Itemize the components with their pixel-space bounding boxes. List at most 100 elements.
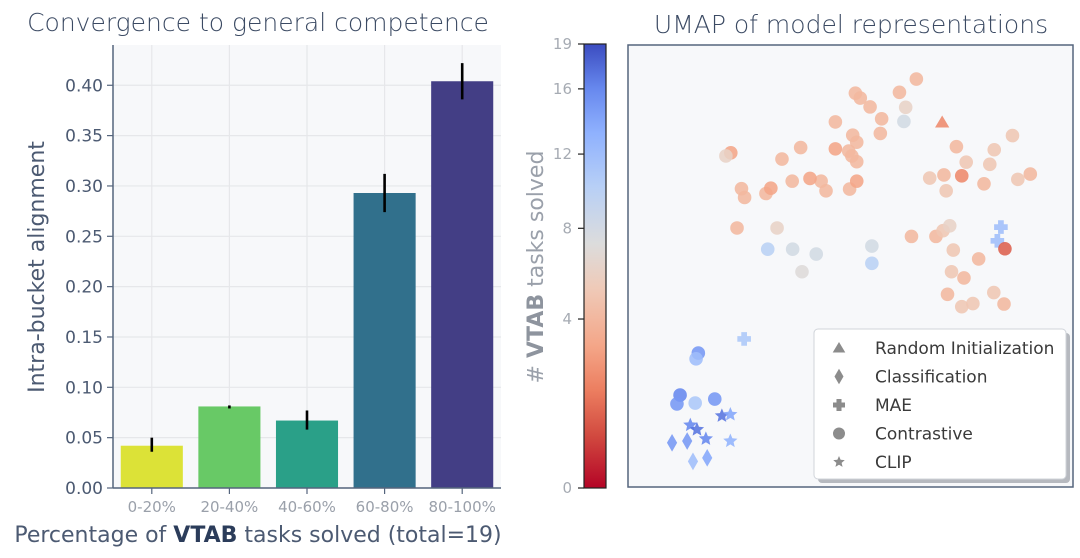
- point-circle: [946, 243, 961, 257]
- point-circle: [764, 181, 778, 196]
- point-circle: [873, 126, 888, 141]
- point-circle: [770, 221, 784, 235]
- bar-x-tick-label: 60-80%: [356, 498, 414, 516]
- point-circle: [853, 91, 868, 105]
- bar-y-ticks: 0.00 0.05 0.10 0.15 0.20 0.25 0.30 0.35 0.40: [65, 76, 113, 499]
- bar-x-tick-label: 0-20%: [128, 498, 176, 516]
- bar-80-100%: [431, 81, 494, 488]
- point-star: [723, 433, 738, 448]
- point-circle: [944, 264, 959, 279]
- legend-label: Random Initialization: [875, 339, 1054, 359]
- colorbar: [583, 43, 607, 489]
- point-circle: [957, 271, 971, 285]
- point-circle: [954, 169, 969, 183]
- colorbar-tick-label: 4: [562, 310, 572, 328]
- point-star: [689, 422, 705, 436]
- bar-chart: Convergence to general competence 0.00 0.…: [14, 8, 501, 548]
- point-circle: [909, 72, 924, 86]
- bar-0-20%: [120, 445, 183, 488]
- colorbar-ticks: 0 4 8 12 16 19: [553, 35, 584, 497]
- bar-x-tick-label: 40-60%: [278, 498, 336, 516]
- point-circle: [865, 239, 879, 253]
- colorbar-tick-label: 16: [553, 80, 572, 98]
- point-circle: [670, 397, 684, 411]
- legend-label: CLIP: [875, 453, 912, 473]
- point-circle: [688, 396, 702, 410]
- bar-y-axis-label: Intra-bucket alignment: [25, 141, 50, 393]
- point-circle: [940, 287, 955, 302]
- point-circle: [793, 140, 808, 155]
- point-diamond: [702, 448, 713, 467]
- xlabel-part-vtab: VTAB: [173, 523, 237, 548]
- point-circle: [937, 168, 951, 182]
- point-circle: [809, 247, 824, 261]
- point-circle: [949, 139, 964, 154]
- point-star: [723, 407, 738, 421]
- bar-x-axis-label: Percentage of VTAB tasks solved (total=1…: [14, 523, 501, 548]
- cb-label-part-1: #: [524, 358, 549, 383]
- point-diamond: [666, 433, 678, 452]
- colorbar-tick-label: 0: [562, 479, 572, 497]
- point-circle: [922, 171, 937, 185]
- legend-marker-plus: [833, 399, 845, 411]
- point-circle: [828, 115, 843, 129]
- point-star: [698, 431, 713, 445]
- point-circle: [977, 176, 991, 191]
- umap-chart-title: UMAP of model representations: [654, 10, 1048, 39]
- bar-y-tick-label: 0.00: [65, 479, 103, 499]
- legend-marker-star: [833, 455, 845, 467]
- point-diamond: [687, 452, 699, 471]
- point-circle: [1005, 128, 1020, 143]
- point-circle: [904, 229, 919, 244]
- point-star: [714, 408, 730, 422]
- point-circle: [730, 221, 744, 235]
- bar-x-tick-label: 80-100%: [429, 498, 496, 516]
- point-circle: [707, 392, 722, 406]
- point-circle: [982, 157, 997, 172]
- point-plus: [737, 332, 751, 346]
- point-circle: [966, 296, 980, 311]
- bar-y-tick-label: 0.40: [65, 76, 103, 96]
- point-circle: [954, 299, 969, 314]
- point-circle: [719, 149, 733, 163]
- point-circle: [959, 155, 973, 169]
- point-circle: [997, 297, 1011, 311]
- bars: [120, 81, 494, 489]
- point-circle: [845, 149, 859, 163]
- point-circle: [849, 174, 864, 188]
- legend: Random Initialization Classification MAE Co…: [813, 328, 1070, 483]
- point-circle: [785, 242, 800, 257]
- point-circle: [998, 241, 1012, 256]
- scatter-points: [666, 72, 1038, 471]
- cb-label-part-3: tasks solved: [524, 151, 549, 294]
- point-circle: [897, 114, 911, 129]
- point-triangle: [935, 115, 950, 128]
- bar-40-60%: [275, 420, 339, 488]
- legend-marker-triangle: [832, 342, 846, 353]
- legend-label: Contrastive: [875, 425, 973, 445]
- bar-x-ticks: 0-20% 20-40% 40-60% 60-80% 80-100%: [128, 488, 496, 516]
- point-circle: [987, 142, 1002, 157]
- bar-chart-title: Convergence to general competence: [27, 8, 489, 37]
- point-circle: [865, 256, 879, 271]
- point-circle: [939, 184, 953, 198]
- bar-y-tick-label: 0.20: [65, 278, 103, 298]
- colorbar-label: # VTAB tasks solved: [524, 151, 549, 384]
- point-circle: [986, 285, 1001, 300]
- point-circle: [874, 112, 889, 126]
- point-circle: [785, 174, 800, 188]
- point-circle: [775, 152, 789, 166]
- point-circle: [898, 100, 913, 115]
- xlabel-part-3: tasks solved (total=19): [237, 523, 501, 548]
- point-circle: [828, 142, 843, 156]
- point-circle: [689, 352, 703, 366]
- point-circle: [737, 190, 752, 205]
- bar-y-tick-label: 0.35: [65, 127, 103, 147]
- legend-box: [813, 328, 1067, 480]
- colorbar-tick-label: 8: [562, 219, 572, 237]
- colorbar-tick-label: 12: [553, 145, 572, 163]
- point-circle: [760, 242, 775, 257]
- point-circle: [892, 85, 907, 100]
- point-circle: [971, 252, 986, 266]
